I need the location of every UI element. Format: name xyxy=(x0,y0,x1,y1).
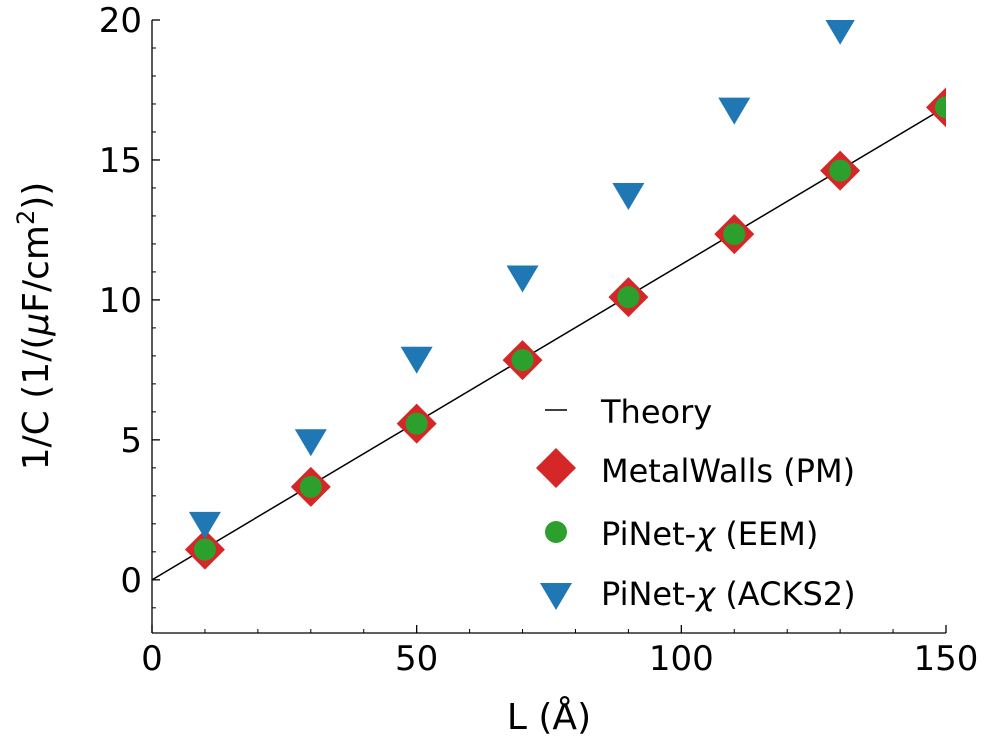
y-axis-title-mu: μ xyxy=(16,313,57,337)
y-axis-title-unit: F/cm xyxy=(16,225,57,313)
legend-eem-label: PiNet-χ (EEM) xyxy=(601,515,818,553)
y-tick-label: 20 xyxy=(99,1,142,41)
legend: Theory MetalWalls (PM) PiNet-χ (EEM) PiN… xyxy=(536,393,856,613)
legend-acks2-main: PiNet- xyxy=(601,575,696,613)
y-tick-label: 0 xyxy=(120,561,142,601)
y-tick-label: 10 xyxy=(99,281,142,321)
y-axis-title-main: 1/C (1/( xyxy=(16,336,57,471)
eem-point xyxy=(511,349,534,372)
legend-theory-label: Theory xyxy=(600,393,712,431)
legend-eem-main: PiNet- xyxy=(601,515,696,553)
acks2-point xyxy=(825,20,855,45)
x-tick-label: 100 xyxy=(649,639,714,679)
y-tick-label: 15 xyxy=(99,141,142,181)
acks2-point xyxy=(612,182,645,210)
acks2-point xyxy=(188,511,221,539)
legend-metalwalls-label: MetalWalls (PM) xyxy=(601,452,855,490)
plot-area xyxy=(152,20,946,581)
acks2-point xyxy=(400,346,433,374)
legend-metalwalls-swatch xyxy=(536,448,576,488)
legend-acks2-chi: χ xyxy=(694,575,716,613)
legend-eem-swatch xyxy=(545,521,567,543)
acks2-point xyxy=(506,265,539,293)
eem-point xyxy=(723,223,746,246)
x-axis-title: L (Å) xyxy=(507,695,591,738)
acks2-point xyxy=(718,97,751,125)
x-tick-label: 150 xyxy=(914,639,979,679)
eem-point xyxy=(193,538,216,561)
x-tick-label: 0 xyxy=(141,639,163,679)
tick-labels: 0 50 100 150 0 5 10 15 20 xyxy=(99,1,979,679)
legend-acks2-rest: (ACKS2) xyxy=(715,575,855,613)
theory-line xyxy=(152,106,946,581)
legend-acks2-swatch xyxy=(540,583,572,610)
y-axis-title-sup: 2 xyxy=(12,210,40,225)
eem-point xyxy=(935,96,946,119)
legend-eem-chi: χ xyxy=(694,515,716,553)
eem-point xyxy=(299,475,322,498)
legend-acks2-label: PiNet-χ (ACKS2) xyxy=(601,575,856,613)
y-axis-title: 1/C (1/(μF/cm2)) xyxy=(12,182,57,471)
legend-eem-rest: (EEM) xyxy=(715,515,818,553)
eem-point xyxy=(617,286,640,309)
y-tick-label: 5 xyxy=(120,421,142,461)
y-axis-title-end: )) xyxy=(16,182,57,210)
x-tick-label: 50 xyxy=(395,639,438,679)
acks2-point xyxy=(294,429,327,457)
eem-point xyxy=(405,412,428,435)
axis-ticks xyxy=(151,19,947,633)
eem-point xyxy=(829,159,852,182)
